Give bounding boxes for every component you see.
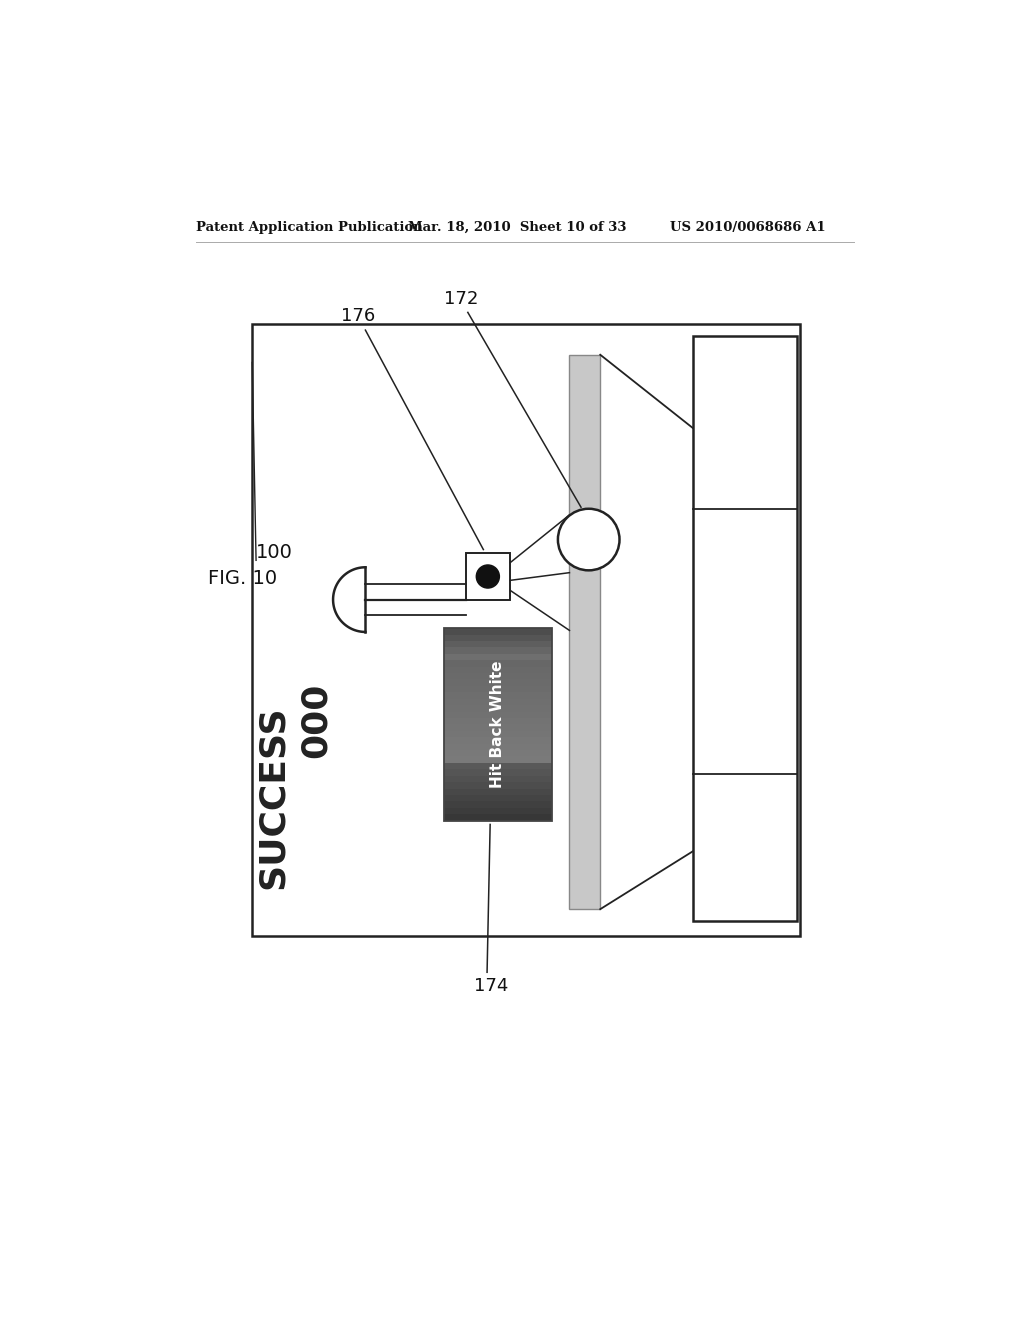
Bar: [444, 692, 552, 698]
Circle shape: [558, 508, 620, 570]
Bar: [444, 776, 552, 781]
Circle shape: [476, 565, 500, 589]
Bar: [444, 642, 552, 647]
Text: Hit Back White: Hit Back White: [490, 660, 506, 788]
Bar: [444, 725, 552, 731]
Text: SUCCESS: SUCCESS: [256, 706, 290, 890]
Bar: [444, 686, 552, 692]
Bar: [444, 750, 552, 756]
Bar: [569, 355, 600, 909]
Bar: [444, 653, 552, 660]
Bar: [444, 647, 552, 653]
Text: 100: 100: [256, 543, 293, 562]
Bar: [692, 335, 797, 921]
Bar: [444, 814, 552, 821]
Bar: [444, 680, 552, 686]
Bar: [466, 553, 510, 599]
Bar: [444, 756, 552, 763]
Text: 000: 000: [298, 682, 333, 758]
Bar: [444, 788, 552, 795]
Bar: [444, 635, 552, 642]
Bar: [444, 795, 552, 801]
Bar: [444, 763, 552, 770]
Bar: [444, 781, 552, 788]
Text: 176: 176: [341, 308, 375, 325]
Text: 174: 174: [474, 977, 508, 995]
Text: 172: 172: [444, 289, 479, 308]
Bar: [444, 698, 552, 705]
Text: Mar. 18, 2010  Sheet 10 of 33: Mar. 18, 2010 Sheet 10 of 33: [408, 222, 627, 234]
Bar: [444, 737, 552, 743]
Bar: [444, 673, 552, 680]
Bar: [444, 718, 552, 725]
Bar: [444, 660, 552, 667]
Text: US 2010/0068686 A1: US 2010/0068686 A1: [670, 222, 825, 234]
Bar: [444, 808, 552, 814]
Text: Patent Application Publication: Patent Application Publication: [196, 222, 423, 234]
Text: FIG. 10: FIG. 10: [208, 569, 276, 587]
Bar: [444, 743, 552, 750]
Bar: [444, 801, 552, 808]
Bar: [444, 731, 552, 737]
Bar: [444, 705, 552, 711]
Bar: [444, 628, 552, 635]
Bar: [444, 628, 552, 821]
Bar: [444, 711, 552, 718]
Bar: [252, 323, 801, 936]
Bar: [444, 667, 552, 673]
Bar: [444, 770, 552, 776]
